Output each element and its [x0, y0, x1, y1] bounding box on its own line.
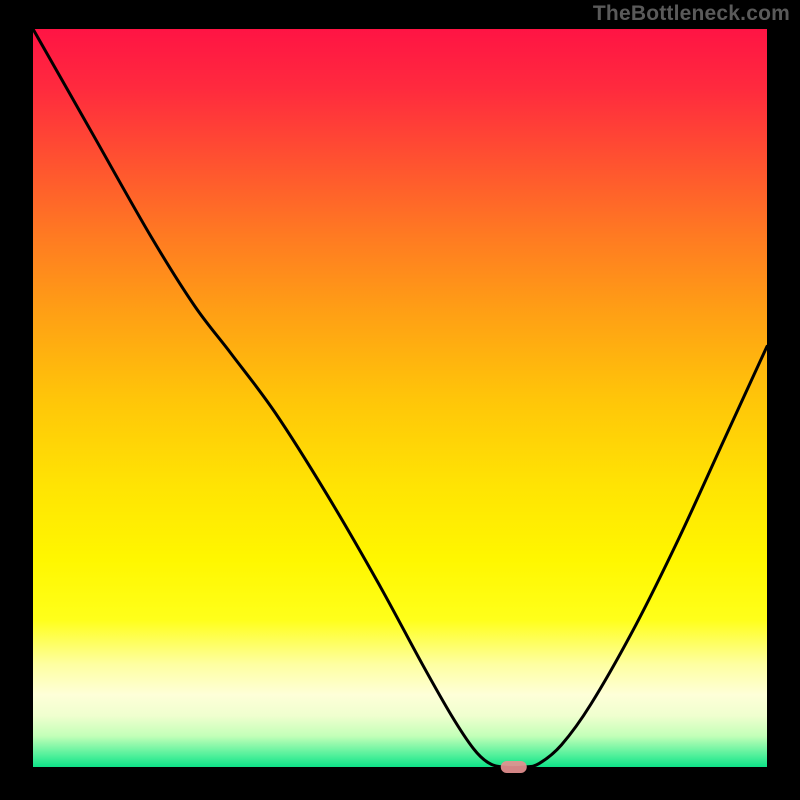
bottleneck-chart — [0, 0, 800, 800]
plot-background — [33, 29, 767, 767]
attribution-text: TheBottleneck.com — [593, 2, 790, 26]
optimal-marker — [501, 761, 527, 773]
